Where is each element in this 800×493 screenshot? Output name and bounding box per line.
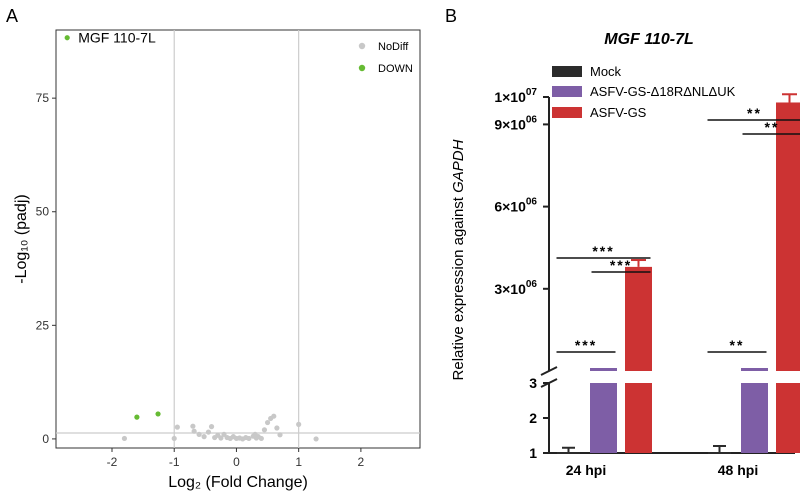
x-tick-label: 0 xyxy=(233,455,240,469)
y-tick-label: 25 xyxy=(36,318,50,332)
nodiff-point xyxy=(171,435,177,442)
nodiff-point xyxy=(313,436,319,442)
down-point xyxy=(134,414,140,420)
nodiff-point xyxy=(205,429,212,435)
nodiff-point xyxy=(218,435,224,441)
nodiff-point xyxy=(246,435,252,442)
legend-nodiff-label: NoDiff xyxy=(378,41,409,53)
nodiff-point xyxy=(201,434,207,440)
nodiff-point xyxy=(277,432,283,438)
nodiff-point xyxy=(196,431,202,437)
down-point xyxy=(155,411,161,417)
panel-label-a: A xyxy=(6,6,18,26)
nodiff-point xyxy=(174,424,180,430)
legend-nodiff-marker xyxy=(358,42,366,50)
nodiff-point xyxy=(274,425,280,431)
legend-down-marker xyxy=(358,64,366,72)
y-tick-label: 50 xyxy=(36,205,50,219)
legend-down-label: DOWN xyxy=(378,63,413,75)
nodiff-point xyxy=(208,424,215,430)
x-tick-label: 2 xyxy=(358,455,365,469)
y-tick-label: 0 xyxy=(42,432,49,446)
nodiff-point xyxy=(191,428,197,434)
nodiff-point xyxy=(190,423,196,429)
volcano-plot-frame xyxy=(55,29,421,449)
nodiff-point xyxy=(261,427,268,433)
down-point xyxy=(64,35,70,41)
nodiff-point xyxy=(258,435,264,442)
x-tick-label: -1 xyxy=(169,455,180,469)
nodiff-point xyxy=(271,413,277,419)
nodiff-point xyxy=(221,431,227,437)
nodiff-point xyxy=(264,419,271,426)
x-tick-label: 1 xyxy=(295,455,302,469)
nodiff-point xyxy=(121,435,128,442)
volcano-y-axis-label: -Log₁₀ (padj) xyxy=(13,194,30,283)
volcano-legend: NoDiff DOWN xyxy=(358,41,413,75)
x-tick-label: -2 xyxy=(107,455,118,469)
nodiff-point xyxy=(296,421,302,427)
annotation-mgf-110-7l: MGF 110-7L xyxy=(78,30,156,46)
volcano-x-axis-label: Log₂ (Fold Change) xyxy=(168,474,308,491)
y-tick-label: 75 xyxy=(36,91,50,105)
